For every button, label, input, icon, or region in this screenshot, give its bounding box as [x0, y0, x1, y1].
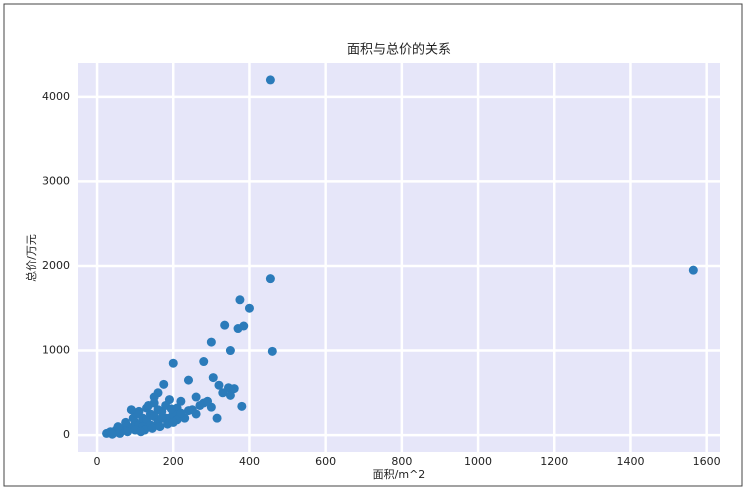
point — [220, 320, 230, 330]
point — [233, 324, 243, 334]
x-tick-label: 1200 — [540, 455, 568, 468]
point — [199, 357, 209, 367]
point — [113, 422, 123, 432]
y-tick-label: 2000 — [42, 259, 70, 272]
point — [107, 429, 117, 439]
point — [147, 423, 157, 433]
point — [229, 384, 239, 394]
point — [123, 427, 133, 437]
point — [187, 405, 197, 415]
point — [195, 400, 205, 410]
point — [136, 427, 146, 437]
point — [214, 380, 224, 390]
point — [183, 375, 193, 385]
point — [218, 388, 228, 398]
point — [115, 428, 125, 438]
point — [176, 408, 186, 418]
plot-area — [78, 63, 720, 452]
point — [168, 417, 178, 427]
x-axis-label: 面积/m^2 — [373, 468, 426, 481]
point — [191, 392, 201, 402]
point — [176, 396, 186, 406]
point — [225, 390, 235, 400]
x-tick-label: 1600 — [693, 455, 721, 468]
point — [237, 401, 247, 411]
y-tick-label: 3000 — [42, 174, 70, 187]
point — [143, 400, 153, 410]
y-tick-label: 1000 — [42, 344, 70, 357]
point — [267, 346, 277, 356]
point — [212, 413, 222, 423]
point — [206, 337, 216, 347]
point — [166, 404, 176, 414]
point — [157, 413, 167, 423]
point — [121, 417, 131, 427]
x-tick-label: 200 — [163, 455, 184, 468]
point — [203, 396, 213, 406]
x-tick-label: 400 — [239, 455, 260, 468]
x-tick-label: 1000 — [464, 455, 492, 468]
point — [235, 295, 245, 305]
chart-title: 面积与总价的关系 — [347, 42, 451, 58]
point — [265, 274, 275, 284]
point — [155, 422, 165, 432]
x-tick-label: 0 — [94, 455, 101, 468]
y-tick-label: 4000 — [42, 90, 70, 103]
point — [225, 346, 235, 356]
point — [159, 379, 169, 389]
point — [244, 303, 254, 313]
y-tick-label: 0 — [63, 428, 70, 441]
x-tick-label: 1400 — [616, 455, 644, 468]
point — [126, 405, 136, 415]
point — [688, 265, 698, 275]
x-tick-label: 800 — [391, 455, 412, 468]
point — [265, 75, 275, 85]
x-tick-label: 600 — [315, 455, 336, 468]
point — [208, 373, 218, 383]
point — [168, 358, 178, 368]
y-axis-label: 总价/万元 — [24, 234, 38, 282]
